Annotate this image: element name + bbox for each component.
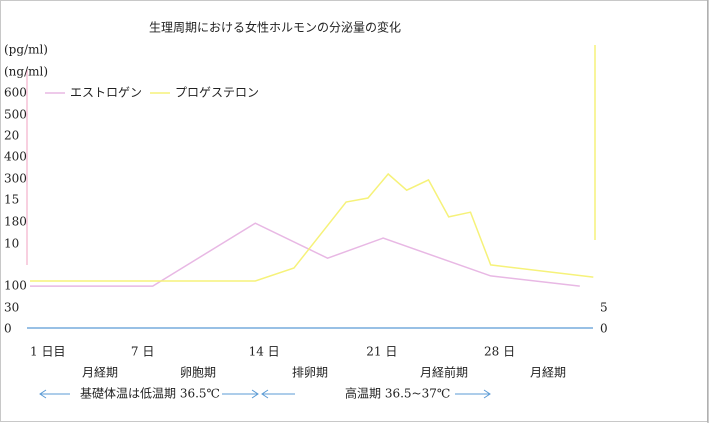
series-line xyxy=(30,172,594,282)
x-tick-label: 1 日目 xyxy=(30,345,65,359)
series-line xyxy=(30,222,580,287)
y-axis-label: 600 xyxy=(4,86,27,100)
y-axis-label: 30 xyxy=(4,301,19,315)
y-axis-label: 100 xyxy=(4,279,27,293)
phase-label: 排卵期 xyxy=(292,366,328,380)
temperature-label: 基礎体温は低温期 36.5℃ xyxy=(80,387,220,401)
chart-title: 生理周期における女性ホルモンの分泌量の変化 xyxy=(149,20,401,35)
y-axis-label: (ng/ml) xyxy=(4,65,48,79)
phase-label: 卵胞期 xyxy=(180,366,216,380)
phase-label: 月経期 xyxy=(82,366,118,380)
x-tick-label: 14 日 xyxy=(249,345,280,359)
x-tick-label: 21 日 xyxy=(366,345,397,359)
phase-label: 月経前期 xyxy=(420,365,468,380)
y-axis-label: 20 xyxy=(4,129,19,143)
y-axis-label: 0 xyxy=(4,322,12,336)
y-axis-label: 300 xyxy=(4,172,27,186)
phase-label: 月経期 xyxy=(530,366,566,380)
y-axis-label: 180 xyxy=(4,215,27,229)
x-tick-label: 28 日 xyxy=(484,345,515,359)
y2-axis-label: 0 xyxy=(600,322,608,336)
legend-label: エストロゲン xyxy=(70,86,142,100)
x-tick-label: 7 日 xyxy=(131,345,154,359)
legend-label: プロゲステロン xyxy=(175,86,259,100)
y2-axis-label: 5 xyxy=(600,301,608,315)
y-axis-label: 500 xyxy=(4,108,27,122)
temperature-label: 高温期 36.5~37℃ xyxy=(345,386,450,401)
y-axis-label: (pg/ml) xyxy=(4,43,48,57)
y-axis-label: 15 xyxy=(4,193,19,207)
y-axis-label: 400 xyxy=(4,150,27,164)
y-axis-label: 10 xyxy=(4,237,19,251)
arrows xyxy=(39,389,491,399)
